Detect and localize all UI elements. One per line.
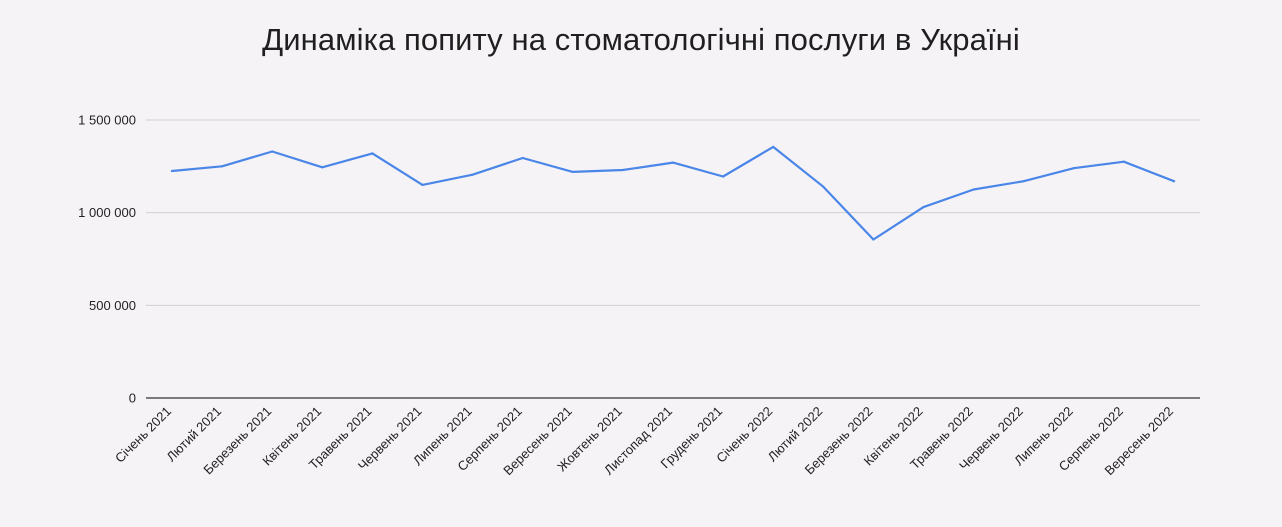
y-tick-label: 0 — [129, 391, 136, 406]
y-tick-label: 1 500 000 — [78, 113, 136, 128]
data-point — [1022, 180, 1025, 183]
data-point — [922, 206, 925, 209]
series-layer — [170, 145, 1176, 241]
data-point — [621, 168, 625, 172]
data-point — [170, 169, 174, 173]
data-point — [571, 170, 574, 173]
data-point — [722, 175, 725, 178]
y-tick-labels: 0 500 000 1 000 000 1 500 000 — [78, 113, 136, 406]
data-point — [671, 161, 675, 164]
data-point — [471, 173, 474, 176]
data-point — [1172, 180, 1176, 183]
data-point — [521, 156, 524, 160]
data-point — [972, 188, 975, 191]
gridlines — [146, 119, 1200, 306]
data-point — [371, 152, 374, 155]
data-point — [872, 238, 875, 241]
data-point — [1072, 167, 1075, 170]
chart-title: Динаміка попиту на стоматологічні послуг… — [262, 22, 1020, 57]
data-point — [772, 145, 775, 148]
data-point — [421, 183, 424, 186]
data-point — [822, 185, 825, 188]
y-tick-label: 1 000 000 — [78, 205, 136, 220]
series-line — [170, 145, 1176, 241]
y-tick-label: 500 000 — [89, 298, 136, 313]
data-point — [221, 165, 224, 168]
data-point — [1122, 160, 1125, 163]
data-point — [271, 150, 274, 153]
data-point — [321, 166, 324, 169]
